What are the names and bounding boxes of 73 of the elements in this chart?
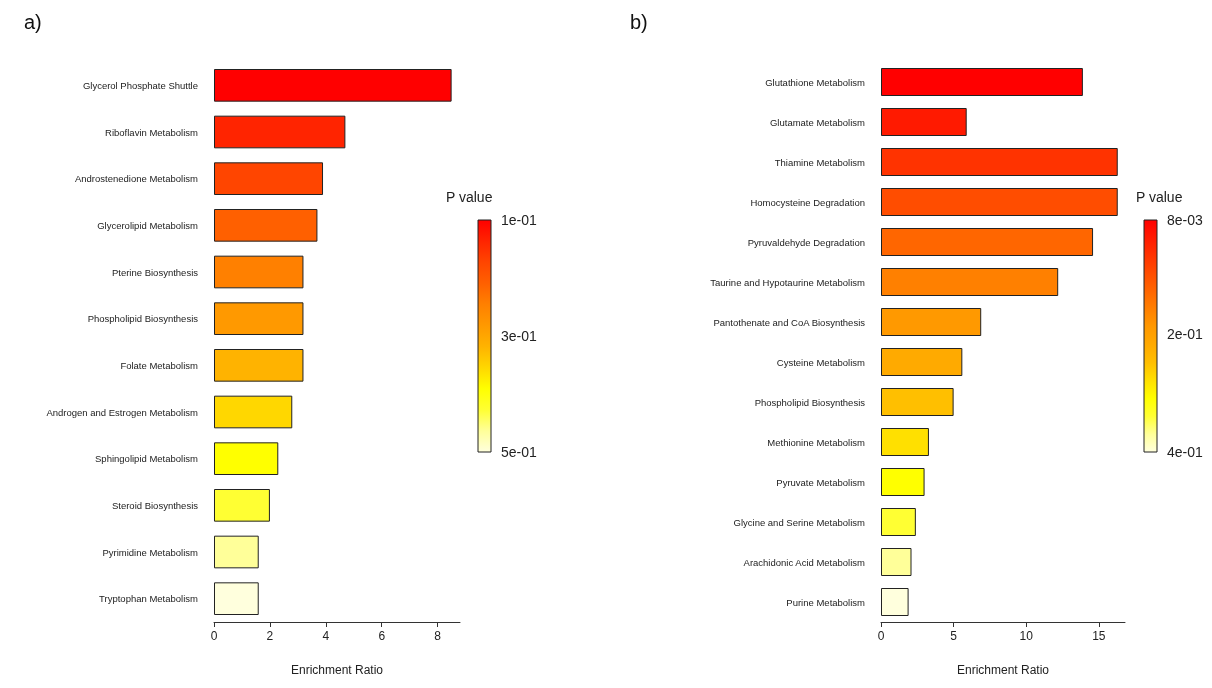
bar bbox=[214, 69, 452, 102]
x-tick-label: 6 bbox=[378, 629, 386, 643]
text: b) bbox=[630, 11, 648, 33]
y-tick-label: Pterine Biosynthesis bbox=[111, 266, 199, 278]
bar bbox=[881, 468, 925, 496]
y-tick-label: Pyrimidine Metabolism bbox=[102, 546, 199, 558]
y-tick-label: Pyruvate Metabolism bbox=[776, 476, 866, 488]
bar bbox=[881, 108, 967, 136]
x-tick-label: 2 bbox=[266, 629, 274, 643]
y-tick-label: Pantothenate and CoA Biosynthesis bbox=[713, 316, 866, 328]
color-bar-label: 3e-01 bbox=[501, 328, 538, 344]
y-tick-label: Folate Metabolism bbox=[120, 359, 199, 371]
y-tick-label: Glutathione Metabolism bbox=[765, 76, 866, 88]
bar bbox=[881, 308, 982, 336]
bar bbox=[214, 209, 318, 242]
bar bbox=[214, 302, 304, 335]
y-tick-label: Tryptophan Metabolism bbox=[99, 593, 199, 605]
color-bar-title: P value bbox=[446, 189, 493, 205]
y-tick-label: Androstenedione Metabolism bbox=[74, 173, 199, 185]
x-tick-label: 10 bbox=[1019, 629, 1034, 643]
y-tick-label: Glycerolipid Metabolism bbox=[97, 219, 199, 231]
bar bbox=[881, 268, 1059, 296]
y-tick-label: Thiamine Metabolism bbox=[774, 156, 866, 168]
bar bbox=[881, 388, 954, 416]
bar bbox=[881, 68, 1083, 96]
y-tick-label: Homocysteine Degradation bbox=[750, 196, 865, 208]
x-axis-title: Enrichment Ratio bbox=[290, 663, 384, 677]
color-bar-label: 2e-01 bbox=[1167, 325, 1204, 342]
color-bar-label: 4e-01 bbox=[1167, 444, 1204, 460]
x-tick-label: 5 bbox=[950, 629, 958, 643]
y-tick-label: Sphingolipid Metabolism bbox=[95, 453, 199, 465]
x-tick-label: 15 bbox=[1092, 629, 1106, 643]
color-bar-title: P value bbox=[1136, 189, 1183, 205]
bar bbox=[214, 162, 324, 195]
bar bbox=[214, 349, 304, 382]
y-tick-label: Purine Metabolism bbox=[786, 596, 866, 608]
y-tick-label: Taurine and Hypotaurine Metabolism bbox=[710, 276, 866, 288]
bar bbox=[214, 489, 270, 522]
y-tick-label: Arachidonic Acid Metabolism bbox=[743, 556, 866, 568]
bar bbox=[881, 508, 916, 536]
x-axis-title: Enrichment Ratio bbox=[956, 663, 1050, 677]
bar bbox=[214, 115, 346, 149]
color-bar-label: 1e-01 bbox=[501, 212, 538, 228]
y-tick-label: Androgen and Estrogen Metabolism bbox=[46, 406, 199, 418]
bar bbox=[881, 428, 929, 456]
y-tick-label: Riboflavin Metabolism bbox=[105, 126, 199, 138]
y-tick-label: Glutamate Metabolism bbox=[769, 116, 866, 128]
bar bbox=[881, 348, 963, 376]
y-tick-label: Phospholipid Biosynthesis bbox=[754, 396, 866, 408]
bar bbox=[881, 148, 1118, 176]
bar bbox=[881, 588, 909, 616]
y-tick-label: Cysteine Metabolism bbox=[776, 356, 866, 368]
x-tick-label: 0 bbox=[210, 629, 218, 643]
x-tick-label: 8 bbox=[434, 629, 442, 643]
y-tick-label: Steroid Biosynthesis bbox=[111, 499, 199, 511]
bar bbox=[881, 188, 1118, 216]
bar bbox=[214, 395, 293, 429]
color-bar-label: 5e-01 bbox=[501, 444, 538, 460]
x-tick-label: 4 bbox=[322, 629, 330, 643]
y-tick-label: Phospholipid Biosynthesis bbox=[87, 313, 199, 325]
y-tick-label: Pyruvaldehyde Degradation bbox=[747, 236, 865, 248]
bar bbox=[214, 442, 279, 475]
y-tick-label: Glycerol Phosphate Shuttle bbox=[82, 79, 198, 91]
x-tick-label: 0 bbox=[877, 629, 885, 643]
y-tick-label: Methionine Metabolism bbox=[767, 436, 866, 448]
y-tick-label: Glycine and Serine Metabolism bbox=[733, 516, 866, 528]
bar bbox=[214, 535, 259, 569]
bar bbox=[881, 228, 1094, 256]
color-bar-label: 8e-03 bbox=[1167, 212, 1204, 228]
text: a) bbox=[24, 11, 42, 33]
bar bbox=[214, 255, 304, 289]
bar bbox=[214, 582, 259, 615]
bar bbox=[881, 548, 912, 576]
